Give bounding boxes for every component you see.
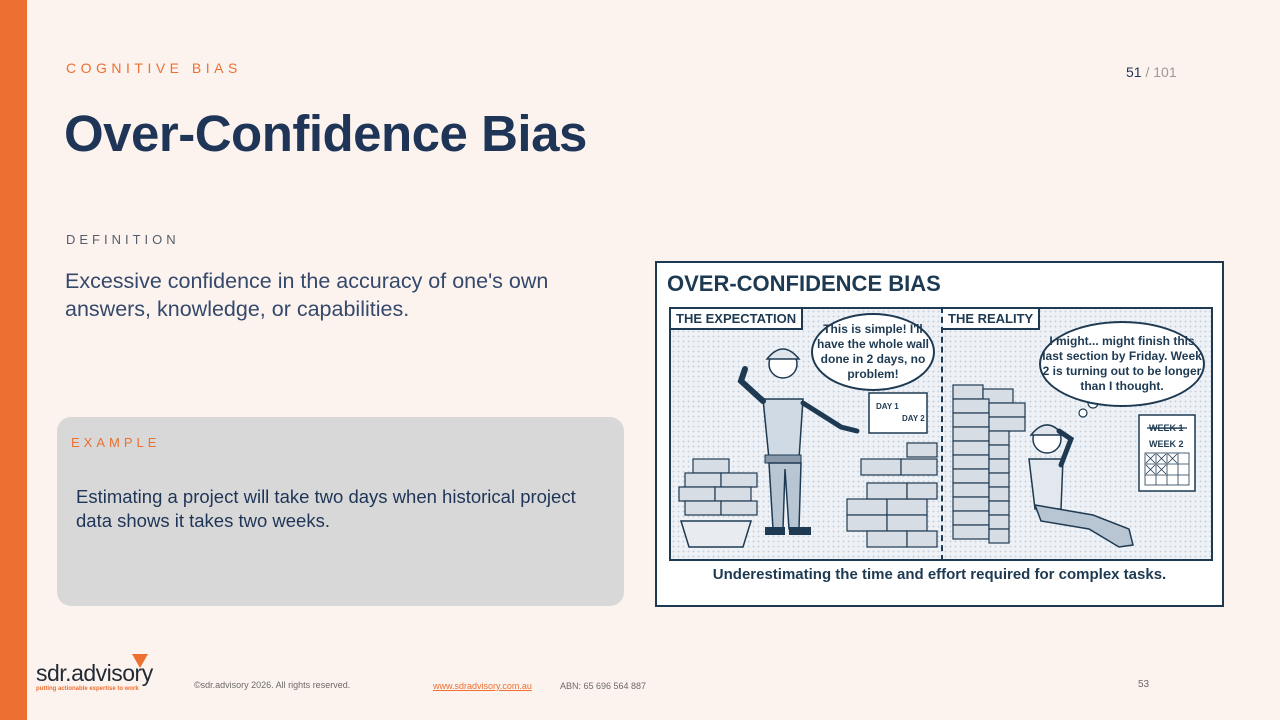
expectation-scene-art: DAY 1 DAY 2 — [678, 348, 938, 548]
reality-scene-art: WEEK 1 WEEK 2 — [952, 384, 1196, 548]
reality-thought-bubble: I might... might finish this last sectio… — [1039, 321, 1205, 407]
expectation-panel: DAY 1 DAY 2 THE EXPECTATION This is simp… — [669, 307, 941, 561]
page-title: Over-Confidence Bias — [64, 105, 587, 162]
definition-label: DEFINITION — [66, 232, 180, 247]
expectation-speech-text: This is simple! I'll have the whole wall… — [816, 322, 930, 381]
page-counter: 51 / 101 — [1126, 64, 1177, 80]
example-label: EXAMPLE — [71, 435, 161, 450]
section-kicker: COGNITIVE BIAS — [66, 60, 242, 76]
footer-copyright: ©sdr.advisory 2026. All rights reserved. — [194, 680, 351, 690]
reality-thought-text: I might... might finish this last sectio… — [1042, 334, 1202, 393]
page-separator: / — [1145, 64, 1150, 80]
illustration-caption: Underestimating the time and effort requ… — [712, 566, 1167, 583]
total-pages-number: 101 — [1153, 64, 1177, 80]
reality-panel: WEEK 1 WEEK 2 THE REALITY I might... mig… — [941, 307, 1213, 561]
expectation-speech-bubble: This is simple! I'll have the whole wall… — [811, 313, 935, 391]
definition-text: Excessive confidence in the accuracy of … — [65, 269, 549, 321]
example-card: EXAMPLE Estimating a project will take t… — [57, 417, 624, 606]
footer-website-link[interactable]: www.sdradvisory.com.au — [433, 681, 532, 691]
comic-illustration: OVER-CONFIDENCE BIAS — [655, 261, 1224, 607]
illustration-title: OVER-CONFIDENCE BIAS — [667, 271, 941, 296]
footer-abn: ABN: 65 696 564 887 — [560, 681, 647, 691]
calendar-day2: DAY 2 — [902, 414, 925, 423]
logo-tagline: putting actionable expertise to work — [36, 686, 139, 692]
company-logo: sdr.advisory putting actionable expertis… — [36, 654, 153, 692]
footer-slide-number: 53 — [1138, 679, 1150, 690]
calendar-day1: DAY 1 — [876, 402, 899, 411]
expectation-label: THE EXPECTATION — [671, 309, 804, 330]
reality-label: THE REALITY — [943, 309, 1041, 330]
example-text: Estimating a project will take two days … — [76, 486, 576, 531]
calendar-week2: WEEK 2 — [1149, 439, 1184, 449]
accent-side-bar — [0, 0, 27, 720]
current-page-number: 51 — [1126, 64, 1142, 80]
logo-flag-icon — [132, 654, 148, 668]
